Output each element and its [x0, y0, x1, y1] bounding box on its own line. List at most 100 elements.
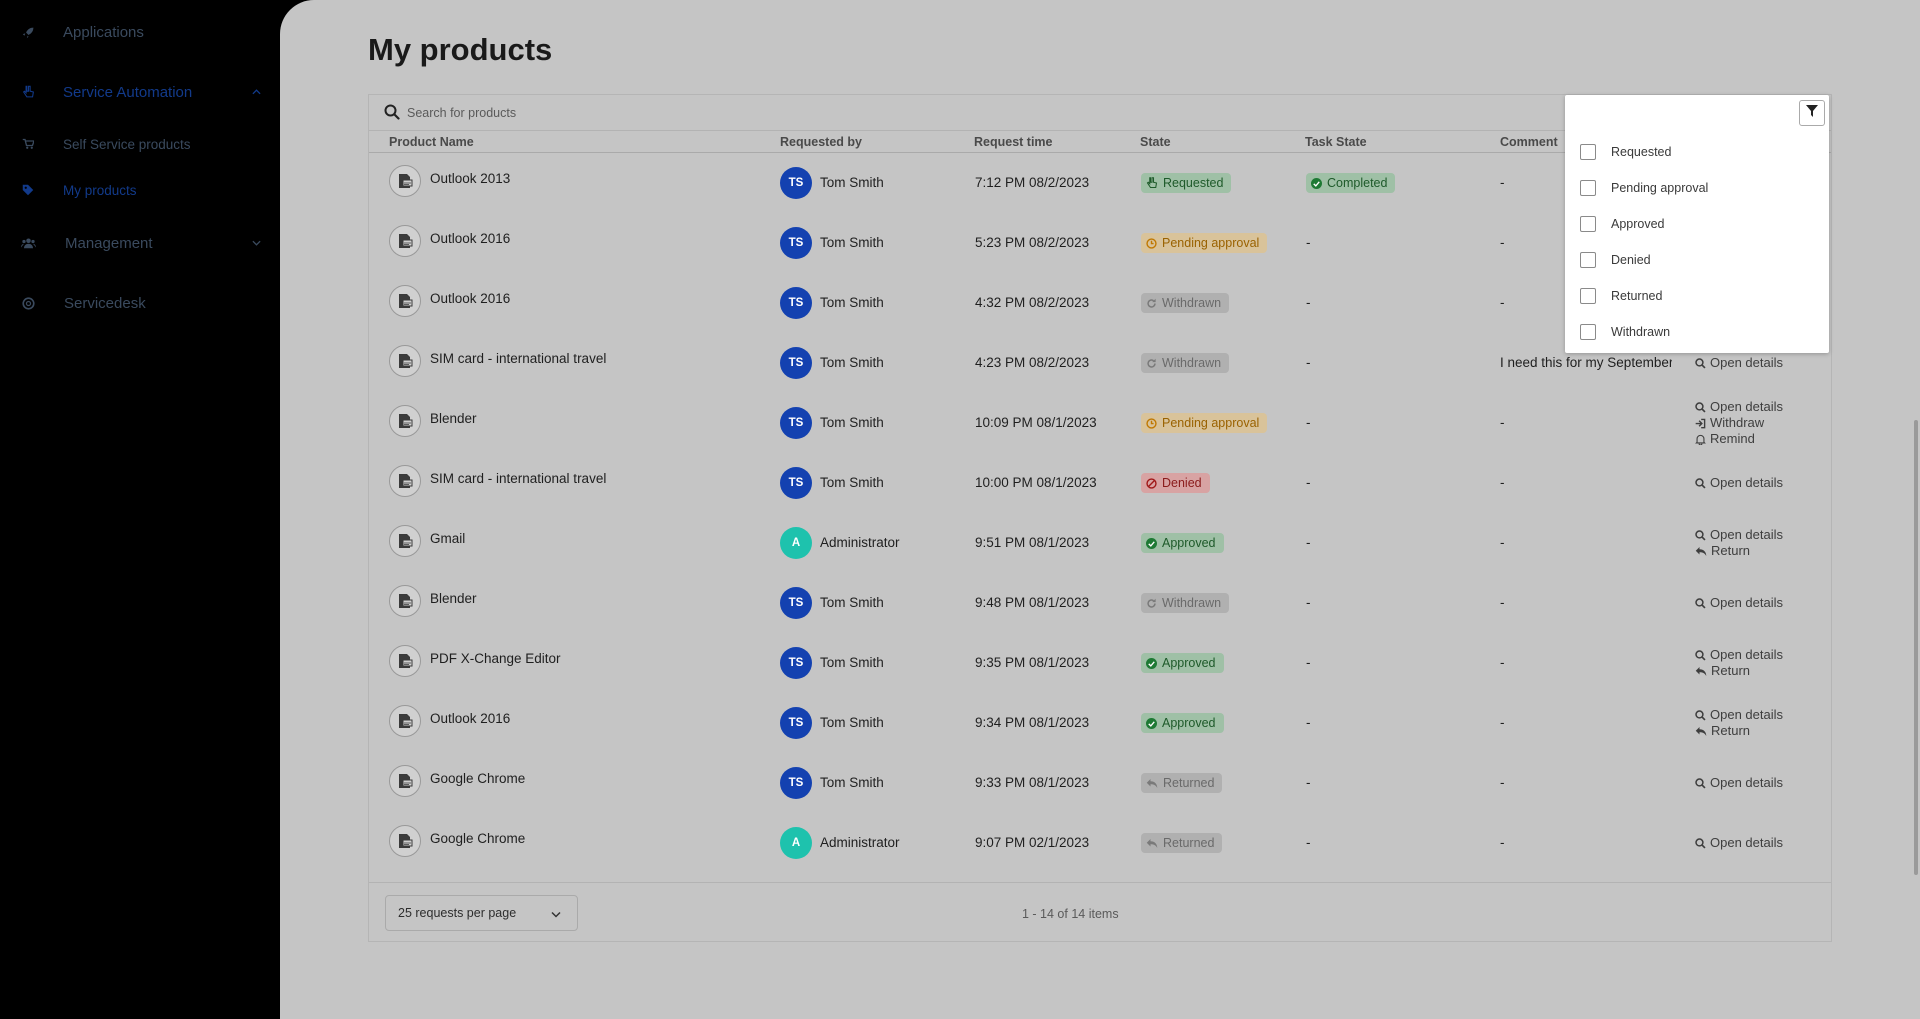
filter-option-approved[interactable]: Approved: [1580, 214, 1665, 234]
column-header-task-state[interactable]: Task State: [1305, 135, 1367, 149]
sidebar-item-self-service-products[interactable]: Self Service products: [0, 128, 280, 160]
chevron-down-icon: [551, 907, 561, 921]
task-state: -: [1306, 355, 1311, 370]
product-name[interactable]: Outlook 2016: [430, 291, 511, 306]
status-badge-label: Approved: [1162, 536, 1216, 550]
status-badge-label: Pending approval: [1162, 236, 1260, 250]
open-details-link[interactable]: Open details: [1695, 775, 1825, 791]
return-link[interactable]: Return: [1695, 663, 1825, 679]
request-time: 9:33 PM 08/1/2023: [975, 775, 1090, 790]
product-name[interactable]: PDF X-Change Editor: [430, 651, 561, 666]
requested-by: Tom Smith: [820, 355, 884, 370]
filter-button[interactable]: [1799, 100, 1825, 126]
product-name[interactable]: SIM card - international travel: [430, 471, 607, 486]
open-details-link[interactable]: Open details: [1695, 355, 1825, 371]
filter-option-withdrawn[interactable]: Withdrawn: [1580, 322, 1670, 342]
filter-checkbox[interactable]: [1580, 252, 1596, 268]
status-badge-label: Withdrawn: [1162, 596, 1222, 610]
open-details-link[interactable]: Open details: [1695, 707, 1825, 723]
open-details-link[interactable]: Open details: [1695, 595, 1825, 611]
filter-checkbox[interactable]: [1580, 216, 1596, 232]
column-header-product-name[interactable]: Product Name: [389, 135, 474, 149]
product-name[interactable]: Google Chrome: [430, 831, 526, 846]
action-label: Open details: [1710, 775, 1783, 790]
search-icon: [1695, 777, 1706, 789]
open-details-link[interactable]: Open details: [1695, 475, 1825, 491]
filter-option-returned[interactable]: Returned: [1580, 286, 1662, 306]
redo-icon: [1146, 298, 1157, 309]
table-header: Product Name Requested by Request time S…: [369, 131, 1831, 153]
sidebar-item-my-products[interactable]: My products: [0, 174, 280, 206]
product-name[interactable]: Outlook 2016: [430, 711, 511, 726]
search-input[interactable]: [407, 102, 907, 124]
request-time: 7:12 PM 08/2/2023: [975, 175, 1090, 190]
reply-icon: [1695, 546, 1707, 557]
status-badge-label: Approved: [1162, 656, 1216, 670]
filter-checkbox[interactable]: [1580, 144, 1596, 160]
product-name[interactable]: Blender: [430, 411, 477, 426]
avatar: TS: [780, 707, 812, 739]
status-badge: Withdrawn: [1141, 353, 1230, 373]
filter-checkbox[interactable]: [1580, 324, 1596, 340]
rocket-icon: [20, 24, 36, 40]
requested-by: Tom Smith: [820, 655, 884, 670]
comment: -: [1500, 655, 1505, 670]
sidebar-item-servicedesk[interactable]: Servicedesk: [0, 287, 280, 319]
search-bar: [369, 95, 1831, 131]
page-title: My products: [368, 32, 553, 67]
status-badge-label: Pending approval: [1162, 416, 1260, 430]
remind-link[interactable]: Remind: [1695, 431, 1825, 447]
avatar: TS: [780, 467, 812, 499]
sign-in-icon: [1695, 418, 1706, 429]
table-row: Outlook 2016 TS Tom Smith 5:23 PM 08/2/2023…: [369, 213, 1831, 273]
per-page-select[interactable]: 25 requests per page: [385, 895, 578, 931]
column-header-request-time[interactable]: Request time: [974, 135, 1053, 149]
sidebar-item-applications[interactable]: Applications: [0, 16, 280, 48]
return-link[interactable]: Return: [1695, 723, 1825, 739]
product-icon: [389, 705, 421, 737]
product-name[interactable]: Outlook 2016: [430, 231, 511, 246]
row-actions: Open details: [1695, 333, 1825, 393]
table-footer: 25 requests per page 1 - 14 of 14 items: [369, 882, 1831, 942]
column-header-requested-by[interactable]: Requested by: [780, 135, 862, 149]
withdraw-link[interactable]: Withdraw: [1695, 415, 1825, 431]
clock-icon: [1146, 237, 1157, 249]
request-time: 10:00 PM 08/1/2023: [975, 475, 1097, 490]
column-header-state[interactable]: State: [1140, 135, 1171, 149]
requested-by: Tom Smith: [820, 415, 884, 430]
open-details-link[interactable]: Open details: [1695, 399, 1825, 415]
product-name[interactable]: SIM card - international travel: [430, 351, 607, 366]
comment: -: [1500, 175, 1505, 190]
product-name[interactable]: Blender: [430, 591, 477, 606]
status-badge: Approved: [1141, 533, 1224, 553]
filter-checkbox[interactable]: [1580, 180, 1596, 196]
product-icon: [389, 765, 421, 797]
open-details-link[interactable]: Open details: [1695, 527, 1825, 543]
table-row: Google Chrome TS Tom Smith 9:33 PM 08/1/202…: [369, 753, 1831, 813]
filter-option-label: Approved: [1611, 217, 1665, 231]
sidebar-item-service-automation[interactable]: Service Automation: [0, 76, 280, 108]
open-details-link[interactable]: Open details: [1695, 835, 1825, 851]
table-row: Outlook 2013 TS Tom Smith 7:12 PM 08/2/2023…: [369, 153, 1831, 213]
open-details-link[interactable]: Open details: [1695, 647, 1825, 663]
task-state: -: [1306, 715, 1311, 730]
sidebar-item-management[interactable]: Management: [0, 227, 280, 259]
column-header-comment[interactable]: Comment: [1500, 135, 1558, 149]
product-name[interactable]: Gmail: [430, 531, 466, 546]
status-badge: Pending approval: [1141, 413, 1268, 433]
clock-icon: [1146, 417, 1157, 429]
return-link[interactable]: Return: [1695, 543, 1825, 559]
filter-option-pending-approval[interactable]: Pending approval: [1580, 178, 1708, 198]
request-time: 9:35 PM 08/1/2023: [975, 655, 1090, 670]
product-name[interactable]: Google Chrome: [430, 771, 526, 786]
product-name[interactable]: Outlook 2013: [430, 171, 511, 186]
filter-option-denied[interactable]: Denied: [1580, 250, 1651, 270]
filter-checkbox[interactable]: [1580, 288, 1596, 304]
comment: -: [1500, 235, 1505, 250]
task-state: -: [1306, 295, 1311, 310]
table-scrollbar[interactable]: [1914, 420, 1918, 875]
filter-option-requested[interactable]: Requested: [1580, 142, 1671, 162]
sidebar-item-label: Applications: [63, 23, 144, 41]
status-badge: Withdrawn: [1141, 293, 1230, 313]
status-badge-label: Returned: [1163, 776, 1215, 790]
